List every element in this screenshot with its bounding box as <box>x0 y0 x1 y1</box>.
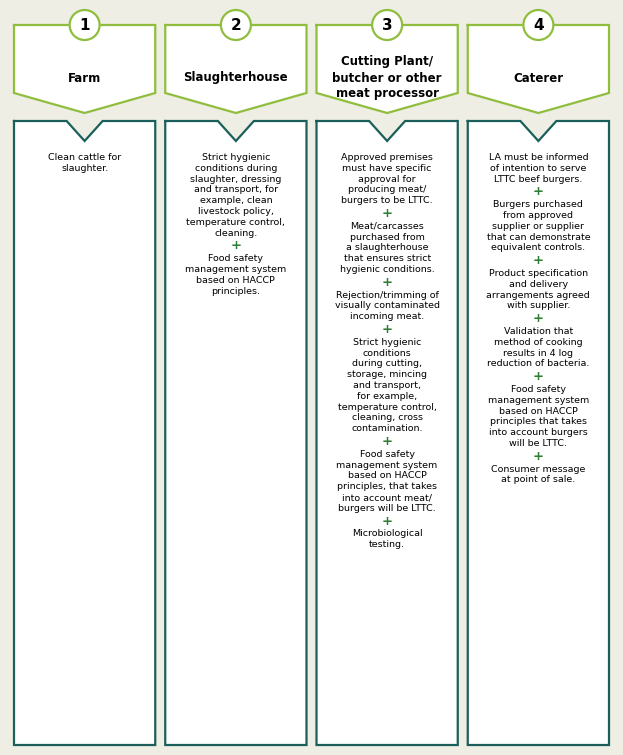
Text: that ensures strict: that ensures strict <box>343 254 430 263</box>
Polygon shape <box>468 25 609 113</box>
Text: incoming meat.: incoming meat. <box>350 313 424 321</box>
Text: and delivery: and delivery <box>509 280 568 289</box>
Text: +: + <box>382 276 392 289</box>
Text: storage, mincing: storage, mincing <box>347 370 427 379</box>
Text: during cutting,: during cutting, <box>352 359 422 368</box>
Text: +: + <box>382 515 392 528</box>
Text: +: + <box>382 435 392 448</box>
Text: 3: 3 <box>382 17 392 32</box>
Polygon shape <box>316 121 458 745</box>
Text: of intention to serve: of intention to serve <box>490 164 587 173</box>
Circle shape <box>523 10 553 40</box>
Polygon shape <box>468 121 609 745</box>
Text: slaughter, dressing: slaughter, dressing <box>190 174 282 183</box>
Text: LTTC beef burgers.: LTTC beef burgers. <box>494 174 583 183</box>
Text: burgers will be LTTC.: burgers will be LTTC. <box>338 504 436 513</box>
Text: arrangements agreed: arrangements agreed <box>487 291 590 300</box>
Text: supplier or supplier: supplier or supplier <box>492 222 584 231</box>
Text: +: + <box>533 186 544 199</box>
Text: Meat/carcasses: Meat/carcasses <box>350 222 424 231</box>
Text: method of cooking: method of cooking <box>494 337 583 347</box>
Text: cleaning, cross: cleaning, cross <box>351 414 422 422</box>
Text: for example,: for example, <box>357 392 417 401</box>
Text: Burgers purchased: Burgers purchased <box>493 200 583 209</box>
Text: based on HACCP: based on HACCP <box>499 407 578 415</box>
Text: Approved premises: Approved premises <box>341 153 433 162</box>
Text: Validation that: Validation that <box>504 327 573 336</box>
Text: Caterer: Caterer <box>513 72 563 85</box>
Text: that can demonstrate: that can demonstrate <box>487 233 590 242</box>
Text: results in 4 log: results in 4 log <box>503 349 573 358</box>
Text: and transport, for: and transport, for <box>194 186 278 194</box>
Text: temperature control,: temperature control, <box>186 217 285 226</box>
Text: +: + <box>382 207 392 220</box>
Polygon shape <box>165 121 307 745</box>
Text: equivalent controls.: equivalent controls. <box>492 243 586 252</box>
Circle shape <box>70 10 100 40</box>
Text: +: + <box>533 450 544 463</box>
Text: a slaughterhouse: a slaughterhouse <box>346 243 429 252</box>
Text: based on HACCP: based on HACCP <box>348 471 427 480</box>
Text: 1: 1 <box>79 17 90 32</box>
Text: principles, that takes: principles, that takes <box>337 482 437 492</box>
Text: hygienic conditions.: hygienic conditions. <box>340 265 434 274</box>
Text: burgers to be LTTC.: burgers to be LTTC. <box>341 196 433 205</box>
Text: +: + <box>382 323 392 336</box>
Text: into account burgers: into account burgers <box>489 428 587 437</box>
Text: Food safety: Food safety <box>511 385 566 394</box>
Text: conditions during: conditions during <box>194 164 277 173</box>
Text: +: + <box>231 239 241 252</box>
Text: +: + <box>533 313 544 325</box>
Text: conditions: conditions <box>363 349 412 358</box>
Text: Microbiological: Microbiological <box>352 529 422 538</box>
Circle shape <box>221 10 251 40</box>
Text: principles that takes: principles that takes <box>490 418 587 427</box>
Text: Strict hygienic: Strict hygienic <box>202 153 270 162</box>
Text: with supplier.: with supplier. <box>506 301 570 310</box>
Text: will be LTTC.: will be LTTC. <box>510 439 568 448</box>
Text: into account meat/: into account meat/ <box>342 493 432 502</box>
Text: management system: management system <box>488 396 589 405</box>
Text: Food safety: Food safety <box>208 254 264 263</box>
Text: temperature control,: temperature control, <box>338 402 437 411</box>
Text: Slaughterhouse: Slaughterhouse <box>184 72 288 85</box>
Text: Food safety: Food safety <box>359 450 415 459</box>
Text: cleaning.: cleaning. <box>214 229 257 238</box>
Text: LA must be informed: LA must be informed <box>488 153 588 162</box>
Text: approval for: approval for <box>358 174 416 183</box>
Text: producing meat/: producing meat/ <box>348 186 426 194</box>
Text: management system: management system <box>185 265 287 274</box>
Text: principles.: principles. <box>211 287 260 296</box>
Text: slaughter.: slaughter. <box>61 164 108 173</box>
Text: reduction of bacteria.: reduction of bacteria. <box>487 359 589 368</box>
Text: must have specific: must have specific <box>343 164 432 173</box>
Text: +: + <box>533 370 544 384</box>
Polygon shape <box>14 121 155 745</box>
Text: Cutting Plant/
butcher or other
meat processor: Cutting Plant/ butcher or other meat pro… <box>333 56 442 100</box>
Polygon shape <box>316 25 458 113</box>
Text: Rejection/trimming of: Rejection/trimming of <box>336 291 439 300</box>
Text: visually contaminated: visually contaminated <box>335 301 440 310</box>
Text: Strict hygienic: Strict hygienic <box>353 337 421 347</box>
Text: 4: 4 <box>533 17 544 32</box>
Text: 2: 2 <box>231 17 241 32</box>
Text: livestock policy,: livestock policy, <box>198 207 274 216</box>
Text: example, clean: example, clean <box>199 196 272 205</box>
Text: management system: management system <box>336 461 438 470</box>
Text: based on HACCP: based on HACCP <box>196 276 275 285</box>
Text: Clean cattle for: Clean cattle for <box>48 153 121 162</box>
Text: at point of sale.: at point of sale. <box>502 476 576 485</box>
Text: +: + <box>533 254 544 267</box>
Polygon shape <box>14 25 155 113</box>
Text: Farm: Farm <box>68 72 102 85</box>
Text: testing.: testing. <box>369 540 405 549</box>
Text: and transport,: and transport, <box>353 381 421 390</box>
Circle shape <box>372 10 402 40</box>
Text: Product specification: Product specification <box>489 269 588 278</box>
Text: from approved: from approved <box>503 211 573 220</box>
Text: contamination.: contamination. <box>351 424 423 433</box>
Text: purchased from: purchased from <box>350 233 424 242</box>
Polygon shape <box>165 25 307 113</box>
Text: Consumer message: Consumer message <box>491 464 586 473</box>
